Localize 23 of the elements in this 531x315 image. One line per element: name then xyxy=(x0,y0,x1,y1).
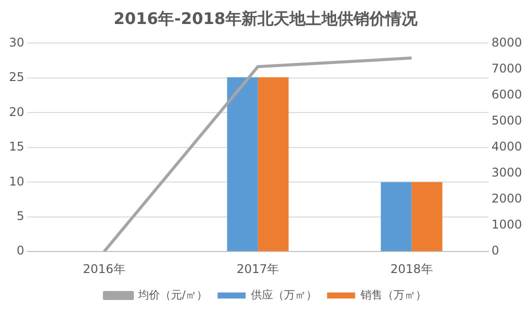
legend-label: 供应（万㎡） xyxy=(251,288,318,302)
y2-tick-label: 7000 xyxy=(491,61,522,76)
chart-title: 2016年-2018年新北天地土地供销价情况 xyxy=(114,8,418,28)
y-tick-label: 30 xyxy=(8,35,24,50)
legend-label: 均价（元/㎡） xyxy=(136,288,208,302)
y-tick-label: 5 xyxy=(16,208,24,223)
x-tick-label: 2017年 xyxy=(236,262,280,276)
legend-label: 销售（万㎡） xyxy=(360,288,427,302)
y2-tick-label: 4000 xyxy=(491,140,522,154)
y-tick-label: 15 xyxy=(8,140,24,154)
y2-tick-label: 2000 xyxy=(491,192,522,206)
x-tick-label: 2016年 xyxy=(82,262,126,276)
y2-tick-label: 6000 xyxy=(491,87,522,102)
y2-tick-label: 0 xyxy=(491,244,500,258)
y-tick-label: 10 xyxy=(8,174,24,188)
y2-tick-label: 1000 xyxy=(491,218,522,232)
x-tick-label: 2018年 xyxy=(390,262,433,276)
y2-tick-label: 3000 xyxy=(491,166,522,180)
y2-tick-label: 8000 xyxy=(491,35,522,50)
y-tick-label: 0 xyxy=(16,244,24,258)
y-tick-label: 25 xyxy=(8,70,24,84)
y-tick-label: 20 xyxy=(8,104,24,119)
y2-tick-label: 5000 xyxy=(491,113,522,128)
